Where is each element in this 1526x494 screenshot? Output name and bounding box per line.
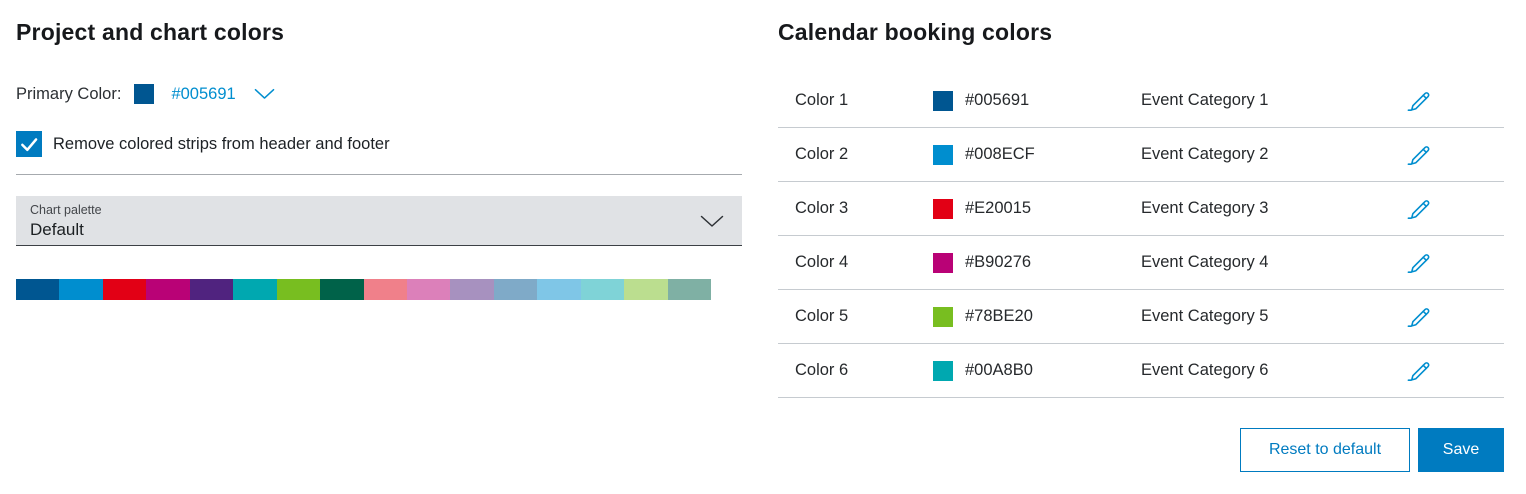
primary-color-row: Primary Color: #005691 bbox=[16, 84, 742, 104]
color-name: Color 6 bbox=[795, 361, 849, 379]
color-swatch bbox=[933, 252, 953, 273]
edit-cell bbox=[1334, 139, 1504, 170]
color-swatch bbox=[933, 360, 953, 381]
color-swatch bbox=[933, 144, 953, 165]
section-divider bbox=[16, 174, 742, 175]
event-category-label: Event Category 3 bbox=[1141, 199, 1269, 217]
event-category-label: Event Category 6 bbox=[1141, 361, 1269, 379]
edit-cell bbox=[1334, 301, 1504, 332]
calendar-booking-colors-section: Calendar booking colors Color 1 #005691 … bbox=[778, 18, 1504, 472]
edit-pencil-icon[interactable] bbox=[1404, 85, 1435, 116]
color-hex-cell: #78BE20 bbox=[933, 306, 1141, 327]
chevron-down-icon[interactable] bbox=[254, 88, 275, 100]
edit-pencil-icon[interactable] bbox=[1404, 247, 1435, 278]
remove-strips-checkbox-row[interactable]: Remove colored strips from header and fo… bbox=[16, 131, 742, 157]
edit-cell bbox=[1334, 355, 1504, 386]
actions-bar: Reset to default Save bbox=[778, 428, 1504, 472]
primary-color-value[interactable]: #005691 bbox=[171, 84, 236, 103]
event-category-label: Event Category 5 bbox=[1141, 307, 1269, 325]
table-row: Color 6 #00A8B0 Event Category 6 bbox=[778, 344, 1504, 398]
color-name: Color 2 bbox=[795, 145, 849, 163]
palette-color bbox=[450, 279, 494, 300]
color-swatch bbox=[933, 306, 953, 327]
edit-cell bbox=[1334, 85, 1504, 116]
palette-color bbox=[59, 279, 103, 300]
color-hex-cell: #E20015 bbox=[933, 198, 1141, 219]
color-hex-cell: #005691 bbox=[933, 90, 1141, 111]
color-hex: #005691 bbox=[965, 91, 1030, 109]
save-button[interactable]: Save bbox=[1418, 428, 1504, 472]
color-hex: #008ECF bbox=[965, 145, 1035, 163]
color-settings-page: Project and chart colors Primary Color: … bbox=[16, 18, 1504, 472]
table-row: Color 2 #008ECF Event Category 2 bbox=[778, 128, 1504, 182]
color-name: Color 3 bbox=[795, 199, 849, 217]
palette-color bbox=[233, 279, 277, 300]
primary-color-swatch[interactable] bbox=[134, 84, 155, 104]
chevron-down-icon[interactable] bbox=[700, 215, 724, 228]
color-swatch bbox=[933, 90, 953, 111]
palette-color bbox=[16, 279, 60, 300]
event-category-label: Event Category 1 bbox=[1141, 91, 1269, 109]
color-name: Color 4 bbox=[795, 253, 849, 271]
color-hex: #E20015 bbox=[965, 199, 1032, 217]
color-hex-cell: #008ECF bbox=[933, 144, 1141, 165]
calendar-booking-colors-title: Calendar booking colors bbox=[778, 19, 1053, 45]
edit-pencil-icon[interactable] bbox=[1404, 193, 1435, 224]
edit-pencil-icon[interactable] bbox=[1404, 139, 1435, 170]
chart-palette-dropdown-value: Default bbox=[30, 220, 84, 239]
table-row: Color 1 #005691 Event Category 1 bbox=[778, 74, 1504, 128]
checkbox-checked-icon[interactable] bbox=[16, 131, 42, 157]
color-name: Color 1 bbox=[795, 91, 849, 109]
color-hex: #B90276 bbox=[965, 253, 1032, 271]
edit-pencil-icon[interactable] bbox=[1404, 301, 1435, 332]
palette-color bbox=[320, 279, 364, 300]
primary-color-label: Primary Color: bbox=[16, 84, 122, 103]
palette-color bbox=[363, 279, 407, 300]
edit-pencil-icon[interactable] bbox=[1404, 355, 1435, 386]
edit-cell bbox=[1334, 247, 1504, 278]
chart-palette-preview bbox=[16, 279, 711, 300]
color-swatch bbox=[933, 198, 953, 219]
color-name: Color 5 bbox=[795, 307, 849, 325]
event-category-label: Event Category 2 bbox=[1141, 145, 1269, 163]
palette-color bbox=[276, 279, 321, 300]
table-row: Color 3 #E20015 Event Category 3 bbox=[778, 182, 1504, 236]
chart-palette-dropdown-label: Chart palette bbox=[30, 203, 102, 217]
color-hex: #78BE20 bbox=[965, 307, 1033, 325]
palette-color bbox=[406, 279, 451, 300]
palette-color bbox=[624, 279, 668, 300]
table-row: Color 5 #78BE20 Event Category 5 bbox=[778, 290, 1504, 344]
project-chart-colors-section: Project and chart colors Primary Color: … bbox=[16, 18, 742, 472]
palette-color bbox=[189, 279, 234, 300]
remove-strips-label: Remove colored strips from header and fo… bbox=[53, 134, 390, 153]
booking-colors-table: Color 1 #005691 Event Category 1 Color 2… bbox=[778, 74, 1504, 398]
palette-color bbox=[667, 279, 711, 300]
chart-palette-dropdown[interactable]: Chart palette Default bbox=[16, 196, 742, 246]
edit-cell bbox=[1334, 193, 1504, 224]
palette-color bbox=[580, 279, 625, 300]
project-chart-colors-title: Project and chart colors bbox=[16, 19, 285, 45]
color-hex-cell: #00A8B0 bbox=[933, 360, 1141, 381]
table-row: Color 4 #B90276 Event Category 4 bbox=[778, 236, 1504, 290]
palette-color bbox=[102, 279, 147, 300]
event-category-label: Event Category 4 bbox=[1141, 253, 1269, 271]
palette-color bbox=[537, 279, 581, 300]
color-hex-cell: #B90276 bbox=[933, 252, 1141, 273]
palette-color bbox=[493, 279, 538, 300]
palette-color bbox=[146, 279, 190, 300]
color-hex: #00A8B0 bbox=[965, 361, 1033, 379]
reset-to-default-button[interactable]: Reset to default bbox=[1240, 428, 1410, 472]
